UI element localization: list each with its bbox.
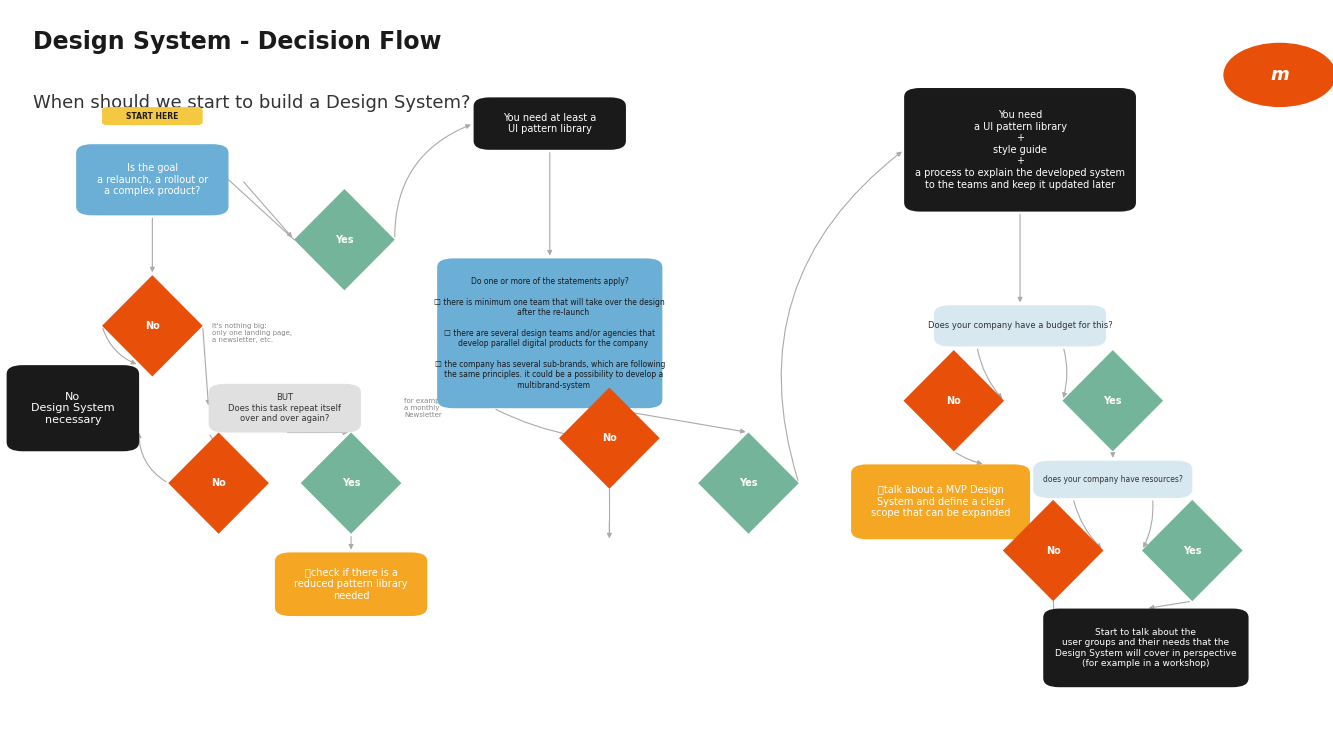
- Polygon shape: [103, 275, 203, 377]
- Text: Yes: Yes: [335, 234, 353, 245]
- Text: Does your company have a budget for this?: Does your company have a budget for this…: [928, 321, 1113, 330]
- Text: No: No: [1046, 545, 1061, 556]
- FancyBboxPatch shape: [76, 144, 228, 216]
- FancyBboxPatch shape: [209, 383, 361, 433]
- Text: No: No: [145, 321, 160, 331]
- Polygon shape: [559, 387, 660, 489]
- FancyBboxPatch shape: [275, 553, 428, 616]
- Circle shape: [1224, 43, 1333, 106]
- Text: Yes: Yes: [1104, 395, 1122, 406]
- FancyBboxPatch shape: [437, 258, 663, 408]
- FancyBboxPatch shape: [852, 464, 1030, 539]
- Polygon shape: [1062, 350, 1164, 452]
- FancyBboxPatch shape: [904, 88, 1136, 211]
- FancyBboxPatch shape: [473, 97, 627, 150]
- FancyBboxPatch shape: [1044, 608, 1249, 688]
- FancyBboxPatch shape: [934, 306, 1106, 346]
- Text: Start to talk about the
user groups and their needs that the
Design System will : Start to talk about the user groups and …: [1056, 628, 1237, 668]
- Text: 📍talk about a MVP Design
System and define a clear
scope that can be expanded: 📍talk about a MVP Design System and defi…: [870, 485, 1010, 518]
- Text: No: No: [603, 433, 617, 443]
- Polygon shape: [1142, 500, 1242, 601]
- Text: You need
a UI pattern library
+
style guide
+
a process to explain the developed: You need a UI pattern library + style gu…: [914, 110, 1125, 189]
- Text: 📍check if there is a
reduced pattern library
needed: 📍check if there is a reduced pattern lib…: [295, 568, 408, 601]
- Text: Is the goal
a relaunch, a rollout or
a complex product?: Is the goal a relaunch, a rollout or a c…: [97, 163, 208, 196]
- FancyBboxPatch shape: [7, 365, 139, 451]
- Text: Yes: Yes: [740, 478, 757, 488]
- FancyBboxPatch shape: [103, 107, 203, 125]
- Polygon shape: [698, 432, 798, 534]
- Text: No
Design System
necessary: No Design System necessary: [31, 392, 115, 425]
- Text: It's nothing big:
only one landing page,
a newsletter, etc.: It's nothing big: only one landing page,…: [212, 324, 292, 343]
- Text: m: m: [1270, 66, 1289, 84]
- Polygon shape: [301, 432, 401, 534]
- Text: for example:
a monthly
Newsletter: for example: a monthly Newsletter: [404, 398, 448, 418]
- Polygon shape: [295, 189, 395, 291]
- Polygon shape: [904, 350, 1004, 452]
- Text: You need at least a
UI pattern library: You need at least a UI pattern library: [503, 113, 596, 134]
- Text: BUT
Does this task repeat itself
over and over again?: BUT Does this task repeat itself over an…: [228, 393, 341, 423]
- FancyBboxPatch shape: [1033, 461, 1192, 498]
- Text: does your company have resources?: does your company have resources?: [1042, 475, 1182, 484]
- Text: Do one or more of the statements apply?

☐ there is minimum one team that will t: Do one or more of the statements apply? …: [435, 277, 665, 389]
- Text: No: No: [211, 478, 227, 488]
- Text: When should we start to build a Design System?: When should we start to build a Design S…: [33, 94, 471, 112]
- Text: Yes: Yes: [341, 478, 360, 488]
- Polygon shape: [168, 432, 269, 534]
- Polygon shape: [1002, 500, 1104, 601]
- Text: START HERE: START HERE: [127, 112, 179, 121]
- Text: Design System - Decision Flow: Design System - Decision Flow: [33, 30, 441, 54]
- Text: No: No: [946, 395, 961, 406]
- Text: Yes: Yes: [1182, 545, 1201, 556]
